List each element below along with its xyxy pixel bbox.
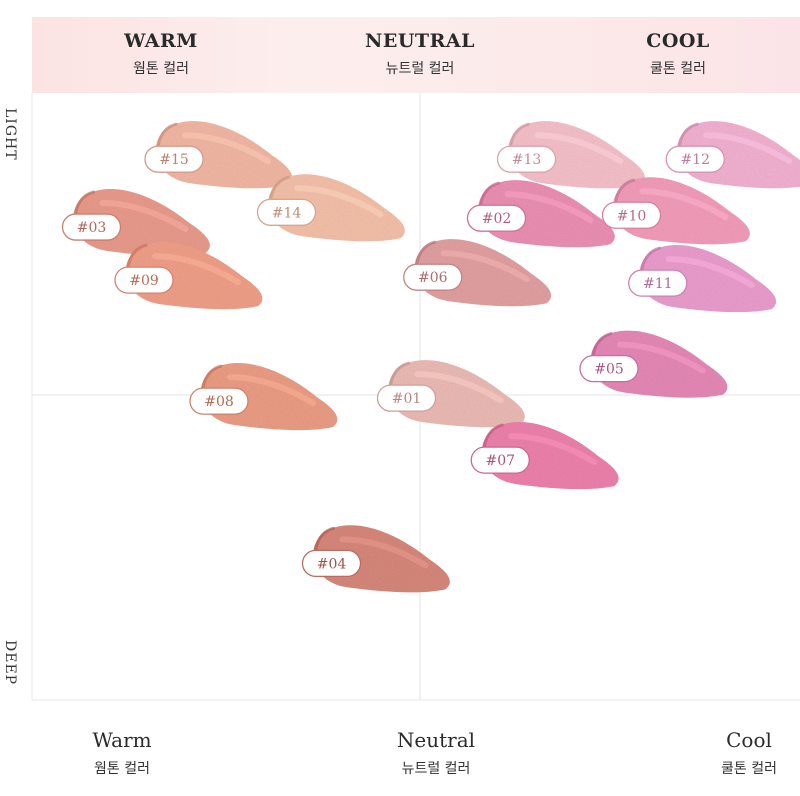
header-neutral-label: NEUTRAL [365, 30, 475, 52]
swatch-11: #11 [628, 245, 777, 313]
swatch-highlight [414, 371, 504, 404]
y-axis-bottom-label: DEEP [2, 640, 26, 685]
swatch-label-pill [189, 387, 249, 415]
swatch-highlight [227, 374, 316, 407]
swatch-highlight [703, 132, 793, 165]
header-warm-label: WARM [124, 30, 198, 52]
swatch-label-pill [665, 145, 725, 173]
swatch-04: #04 [301, 525, 450, 593]
swatch-label-pill [61, 213, 122, 241]
swatch-highlight [665, 256, 755, 289]
swatch-14: #14 [256, 174, 405, 242]
bottom-warm-sublabel: 웜톤 컬러 [94, 761, 150, 777]
bottom-cool: Cool 쿨톤 컬러 [669, 728, 800, 778]
swatch-label: #08 [204, 394, 234, 410]
header-neutral: NEUTRAL 뉴트럴 컬러 [320, 30, 520, 78]
swatch-highlight [99, 200, 189, 233]
swatch-label-pill [403, 263, 463, 291]
swatch-label: #12 [680, 152, 710, 168]
swatch-label-pill [376, 384, 437, 412]
swatch-highlight [504, 191, 594, 224]
swatch-label-pill [470, 446, 530, 474]
bottom-neutral: Neutral 뉴트럴 컬러 [356, 728, 516, 778]
swatch-01: #01 [376, 360, 525, 428]
swatch-highlight [294, 185, 384, 218]
swatch-highlight [534, 132, 624, 165]
swatch-label-pill [301, 549, 362, 577]
swatch-label: #02 [482, 211, 512, 227]
swatch-label-pill [466, 204, 527, 232]
swatch-highlight [440, 250, 530, 283]
swatch-07: #07 [470, 422, 619, 490]
swatch-label-pill [144, 145, 204, 173]
swatch-label-pill [114, 266, 174, 294]
swatch-label: #10 [617, 208, 647, 224]
bottom-cool-label: Cool [726, 728, 772, 752]
swatch-label: #04 [317, 556, 347, 572]
bottom-warm: Warm 웜톤 컬러 [42, 728, 202, 778]
swatch-label-pill [601, 201, 662, 229]
y-axis-top-label: LIGHT [2, 108, 26, 161]
header-cool: COOL 쿨톤 컬러 [578, 30, 778, 78]
swatch-09: #09 [114, 242, 263, 310]
swatch-highlight [639, 188, 729, 221]
swatch-label: #13 [512, 152, 542, 168]
swatch-highlight [508, 433, 598, 466]
y-axis-top-text: LIGHT [2, 108, 18, 161]
swatch-label: #07 [485, 453, 515, 469]
swatch-highlight [339, 536, 429, 569]
bottom-neutral-sublabel: 뉴트럴 컬러 [401, 761, 471, 777]
swatch-02: #02 [466, 180, 615, 248]
swatch-03: #03 [61, 188, 210, 257]
swatch-label: #01 [392, 391, 422, 407]
header-cool-sublabel: 쿨톤 컬러 [650, 61, 706, 77]
swatch-label: #11 [643, 276, 673, 292]
header-cool-label: COOL [646, 30, 710, 52]
swatch-06: #06 [403, 239, 552, 307]
swatch-label: #14 [272, 205, 302, 221]
bottom-cool-sublabel: 쿨톤 컬러 [721, 761, 777, 777]
swatch-label-pill [256, 198, 317, 226]
swatch-13: #13 [496, 121, 645, 189]
swatch-label-pill [628, 269, 688, 297]
y-axis-bottom-text: DEEP [2, 640, 18, 686]
swatch-05: #05 [579, 330, 728, 398]
swatch-highlight [182, 132, 271, 165]
swatch-label: #03 [77, 220, 107, 236]
swatch-label: #05 [594, 362, 624, 378]
bottom-warm-label: Warm [92, 728, 152, 752]
header-warm: WARM 웜톤 컬러 [61, 30, 261, 78]
swatch-label: #06 [418, 270, 448, 286]
header-neutral-sublabel: 뉴트럴 컬러 [385, 61, 455, 77]
swatch-label-pill [579, 354, 639, 383]
header-warm-sublabel: 웜톤 컬러 [133, 61, 189, 77]
swatch-label: #15 [159, 152, 189, 168]
swatch-label-pill [496, 145, 557, 173]
swatch-highlight [617, 341, 706, 374]
swatch-15: #15 [144, 121, 293, 189]
bottom-neutral-label: Neutral [396, 728, 476, 752]
swatch-10: #10 [601, 177, 750, 245]
swatch-highlight [152, 253, 241, 286]
swatch-08: #08 [189, 363, 338, 431]
swatch-label: #09 [129, 273, 159, 289]
swatch-12: #12 [665, 121, 800, 189]
header-band [32, 17, 800, 93]
